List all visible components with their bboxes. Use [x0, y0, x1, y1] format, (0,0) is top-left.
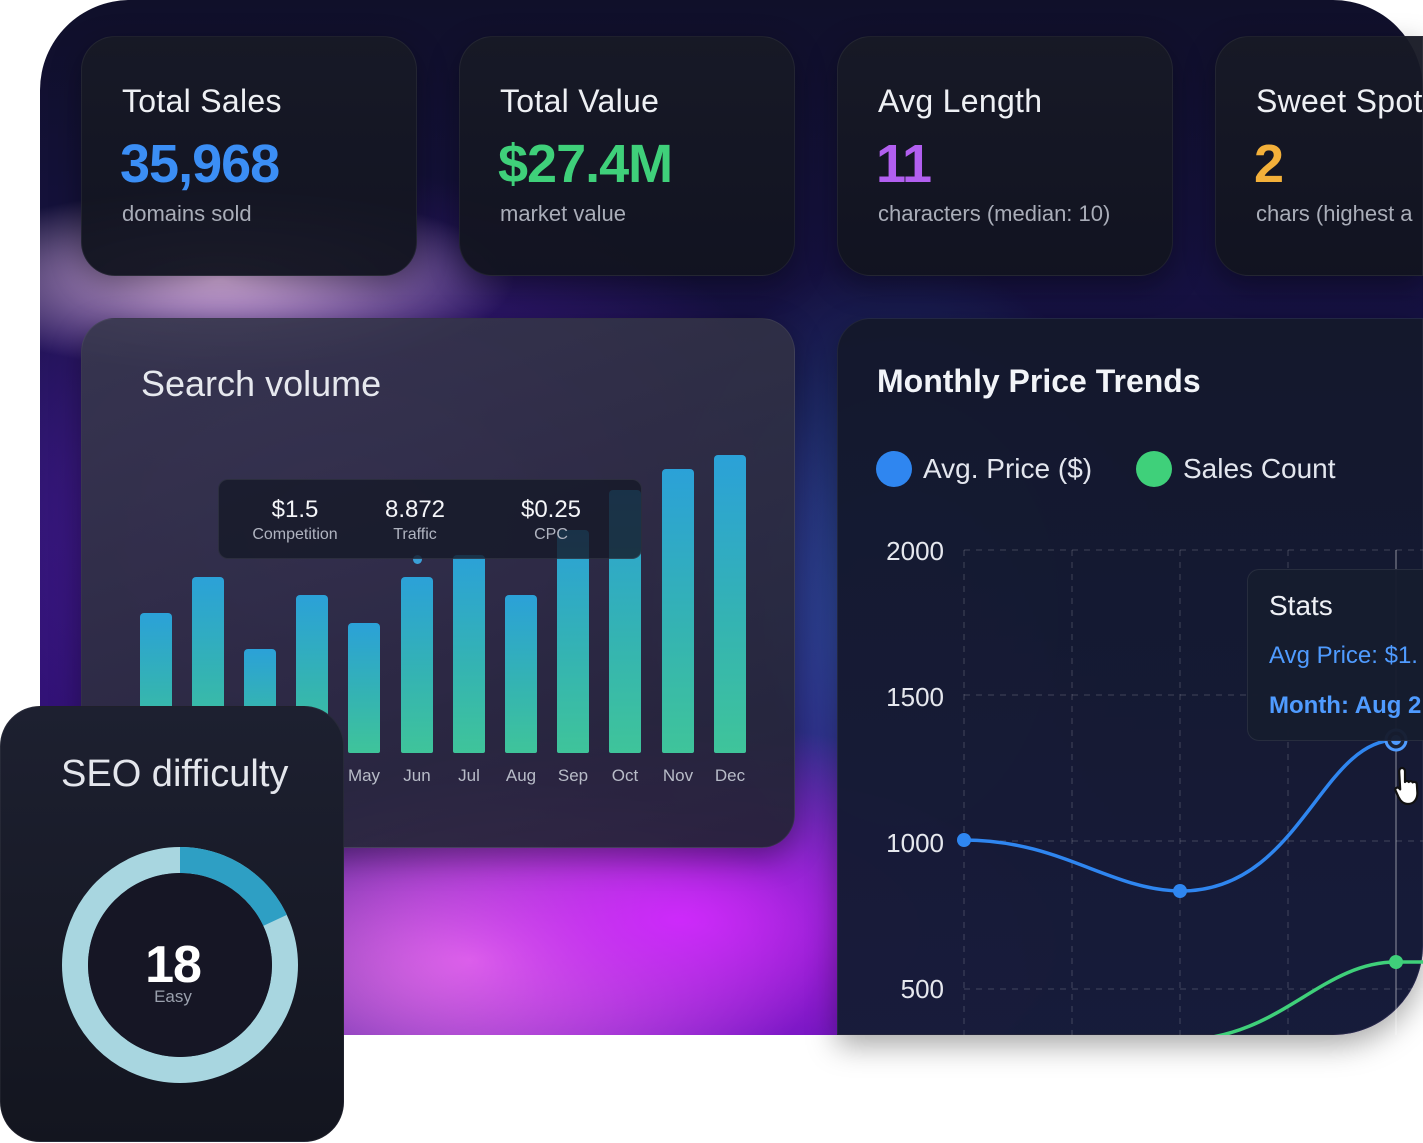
month-label: Jul — [458, 766, 480, 785]
y-tick: 2000 — [886, 536, 944, 566]
bar-may[interactable] — [348, 623, 380, 753]
stat-title: Sweet Spot — [1256, 83, 1423, 119]
legend-avg-price-label[interactable]: Avg. Price ($) — [923, 453, 1093, 484]
donut-center — [88, 873, 272, 1057]
stat-title: Avg Length — [878, 83, 1043, 119]
month-label: May — [347, 766, 381, 785]
stat-card-sweet-spot: Sweet Spot 2 chars (highest a — [1215, 36, 1423, 276]
tooltip-competition: $1.5 Competition — [241, 496, 349, 544]
price-trends-title: Monthly Price Trends — [877, 363, 1201, 399]
month-label: Dec — [714, 766, 746, 785]
stat-subtitle: domains sold — [122, 201, 252, 226]
tooltip-label: Traffic — [393, 526, 437, 543]
month-label: Jun — [403, 766, 431, 785]
stat-value: $27.4M — [498, 134, 673, 194]
stat-value: 2 — [1254, 134, 1284, 194]
grid-lines — [963, 549, 1423, 1035]
bar-sep[interactable] — [557, 530, 589, 753]
seo-difficulty-value: 18 — [145, 936, 202, 994]
bar-dec[interactable] — [714, 455, 746, 753]
seo-difficulty-title: SEO difficulty — [61, 753, 289, 795]
month-label: Aug — [505, 766, 537, 785]
legend-avg-price-dot — [876, 451, 912, 487]
avg-price-line — [963, 738, 1397, 893]
legend-sales-count-label[interactable]: Sales Count — [1183, 453, 1336, 484]
stat-card-total-sales: Total Sales 35,968 domains sold — [81, 36, 417, 276]
avg-price-point[interactable] — [957, 833, 971, 847]
stat-value: 11 — [876, 134, 932, 194]
bar-nov[interactable] — [662, 469, 694, 753]
stat-card-total-value: Total Value $27.4M market value — [459, 36, 795, 276]
donut-fill — [62, 847, 298, 1083]
stat-value: 35,968 — [120, 134, 280, 194]
stat-subtitle: chars (highest a — [1256, 201, 1413, 226]
stat-title: Total Value — [500, 83, 660, 119]
seo-difficulty-donut — [62, 847, 298, 1083]
avg-price-point[interactable] — [1173, 884, 1187, 898]
tooltip-cpc: $0.25 CPC — [505, 496, 597, 544]
tooltip-label: CPC — [534, 526, 568, 543]
tooltip-value: $1.5 — [271, 496, 319, 523]
tooltip-value: 8.872 — [384, 496, 446, 523]
month-label: Oct — [611, 766, 639, 785]
month-label: Nov — [662, 766, 694, 785]
seo-difficulty-label: Easy — [154, 987, 192, 1006]
y-tick: 1500 — [886, 682, 944, 712]
stat-subtitle: market value — [500, 201, 626, 226]
sales-count-point[interactable] — [1389, 955, 1403, 969]
bar-jun[interactable] — [401, 577, 433, 753]
tooltip-value: $0.25 — [520, 496, 582, 523]
sales-count-line — [1213, 960, 1423, 1035]
stat-subtitle: characters (median: 10) — [878, 201, 1111, 226]
seo-difficulty-card: SEO difficulty 18 Easy — [0, 706, 344, 1142]
stat-title: Total Sales — [122, 83, 282, 119]
price-trends-card: Monthly Price Trends — [837, 318, 1423, 1035]
search-volume-tooltip: $1.5 Competition 8.872 Traffic $0.25 CPC — [218, 479, 642, 559]
active-point-core — [1391, 735, 1401, 745]
y-tick: 500 — [900, 974, 944, 1004]
bar-jul[interactable] — [453, 555, 485, 753]
legend-sales-count-dot — [1136, 451, 1172, 487]
bar-aug[interactable] — [505, 595, 537, 753]
hover-marker-dot — [413, 555, 422, 564]
tooltip-label: Competition — [252, 526, 338, 543]
search-volume-title: Search volume — [141, 363, 382, 404]
y-tick: 1000 — [886, 828, 944, 858]
month-label: Sep — [557, 766, 589, 785]
tooltip-traffic: 8.872 Traffic — [369, 496, 461, 544]
stat-card-avg-length: Avg Length 11 characters (median: 10) — [837, 36, 1173, 276]
